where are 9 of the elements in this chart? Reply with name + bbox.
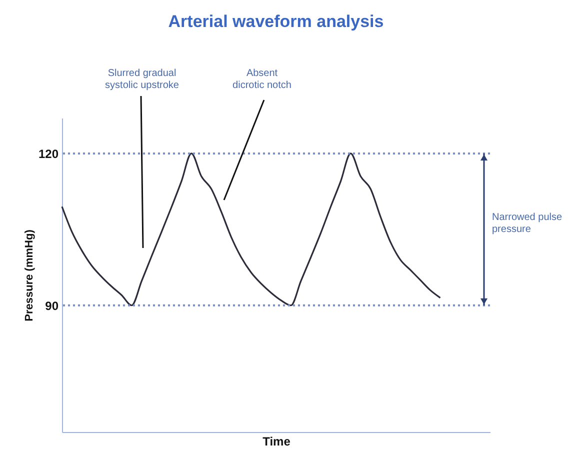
text: Absent dicrotic notch xyxy=(232,68,292,91)
y-tick-label: 120 xyxy=(38,146,59,161)
chart-title: Arterial waveform analysis xyxy=(168,12,384,31)
text: Slurred gradual systolic upstroke xyxy=(105,68,180,91)
x-axis-title: Time xyxy=(262,434,291,448)
text: Narrowed pulse pressure xyxy=(492,212,562,235)
y-tick-label: 90 xyxy=(45,298,59,313)
line-series xyxy=(61,152,442,306)
y-axis-title: Pressure (mmHg) xyxy=(23,229,36,322)
